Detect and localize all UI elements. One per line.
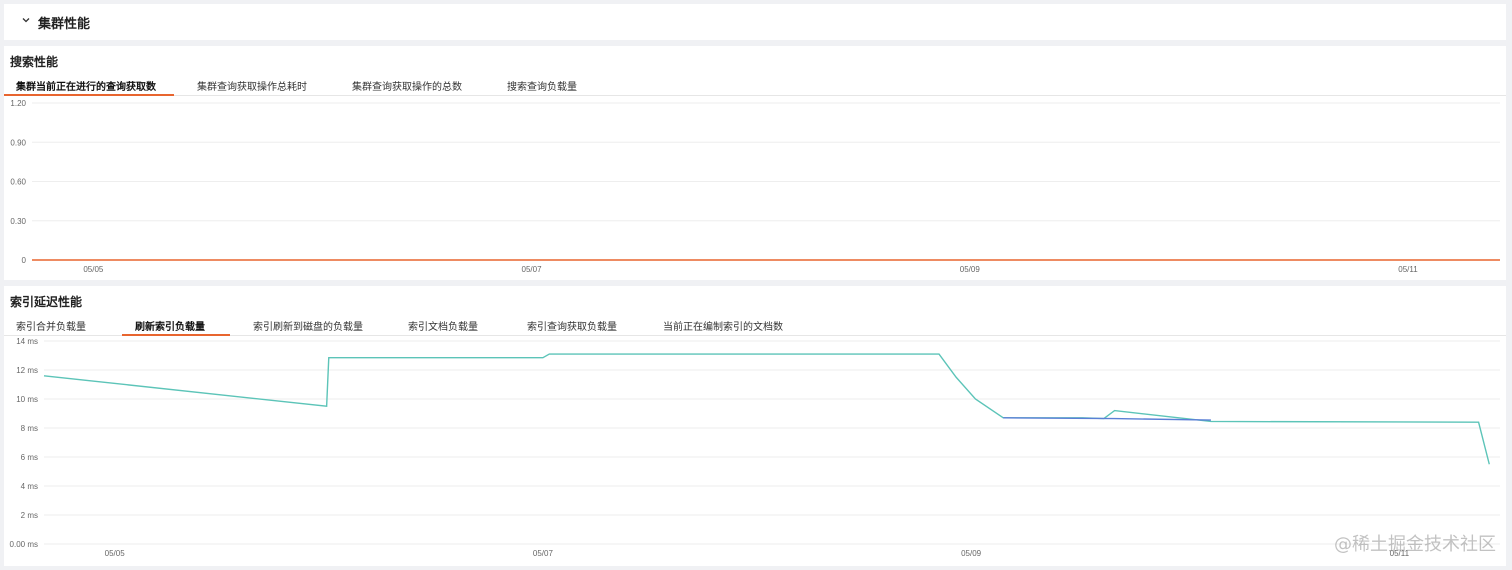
y-tick-label: 1.20 [10, 99, 26, 108]
index-latency-panel: 索引延迟性能 索引合并负载量 刷新索引负载量 索引刷新到磁盘的负载量 索引文档负… [4, 286, 1506, 566]
y-tick-label: 14 ms [16, 337, 38, 346]
y-tick-label: 4 ms [21, 482, 38, 491]
x-tick-label: 05/07 [533, 549, 554, 558]
watermark: @稀土掘金技术社区 [1334, 534, 1496, 555]
active-tab-indicator [4, 94, 174, 96]
y-tick-label: 10 ms [16, 395, 38, 404]
tab-current-queries[interactable]: 集群当前正在进行的查询获取数 [16, 82, 156, 93]
chart-refresh-load: 14 ms 12 ms 10 ms 8 ms 6 ms 4 ms 2 ms 0.00 ms 05… [4, 336, 1506, 569]
tab-search-load[interactable]: 搜索查询负载量 [507, 82, 577, 93]
cluster-performance-header[interactable]: 集群性能 [4, 4, 1506, 40]
series-line-1 [1003, 417, 1211, 421]
y-tick-label: 12 ms [16, 366, 38, 375]
series-line-0 [43, 353, 1490, 465]
section-title: 集群性能 [38, 16, 91, 31]
active-tab-indicator [122, 334, 230, 336]
y-tick-label: 6 ms [21, 453, 38, 462]
search-performance-panel: 搜索性能 集群当前正在进行的查询获取数 集群查询获取操作总耗时 集群查询获取操作… [4, 46, 1506, 280]
tab-refresh-load[interactable]: 刷新索引负载量 [135, 322, 205, 333]
panel-title: 搜索性能 [10, 55, 59, 69]
tab-query-total-count[interactable]: 集群查询获取操作的总数 [352, 82, 462, 93]
chevron-down-icon[interactable] [20, 14, 32, 26]
y-tick-label: 2 ms [21, 511, 38, 520]
x-tick-label: 05/09 [961, 549, 982, 558]
tab-index-query-load[interactable]: 索引查询获取负载量 [527, 322, 617, 333]
chart-current-queries: 1.20 0.90 0.60 0.30 0 05/05 05/07 05/09 05/11 [4, 96, 1506, 283]
index-latency-tabs: 索引合并负载量 刷新索引负载量 索引刷新到磁盘的负载量 索引文档负载量 索引查询… [4, 314, 1506, 336]
y-tick-label: 0.30 [10, 217, 26, 226]
y-tick-label: 0.90 [10, 138, 26, 147]
y-tick-label: 0 [22, 256, 27, 265]
y-tick-label: 8 ms [21, 424, 38, 433]
x-tick-label: 05/11 [1398, 265, 1418, 274]
tab-merge-load[interactable]: 索引合并负载量 [16, 322, 86, 333]
x-tick-label: 05/05 [105, 549, 126, 558]
line-chart: 14 ms 12 ms 10 ms 8 ms 6 ms 4 ms 2 ms 0.00 ms 05… [10, 337, 1500, 558]
panel-title: 索引延迟性能 [10, 295, 83, 309]
tab-indexing-docs[interactable]: 当前正在编制索引的文档数 [663, 322, 783, 333]
x-tick-label: 05/05 [83, 265, 104, 274]
tab-index-doc-load[interactable]: 索引文档负载量 [408, 322, 478, 333]
y-tick-label: 0.00 ms [10, 540, 38, 549]
x-tick-label: 05/09 [960, 265, 981, 274]
x-tick-label: 05/07 [522, 265, 543, 274]
tab-flush-load[interactable]: 索引刷新到磁盘的负载量 [253, 322, 363, 333]
line-chart: 1.20 0.90 0.60 0.30 0 05/05 05/07 05/09 05/11 [10, 99, 1500, 274]
search-performance-tabs: 集群当前正在进行的查询获取数 集群查询获取操作总耗时 集群查询获取操作的总数 搜… [4, 74, 1506, 96]
tab-query-total-time[interactable]: 集群查询获取操作总耗时 [197, 82, 307, 93]
x-tick-label: 05/11 [1390, 549, 1410, 558]
y-tick-label: 0.60 [10, 178, 26, 187]
